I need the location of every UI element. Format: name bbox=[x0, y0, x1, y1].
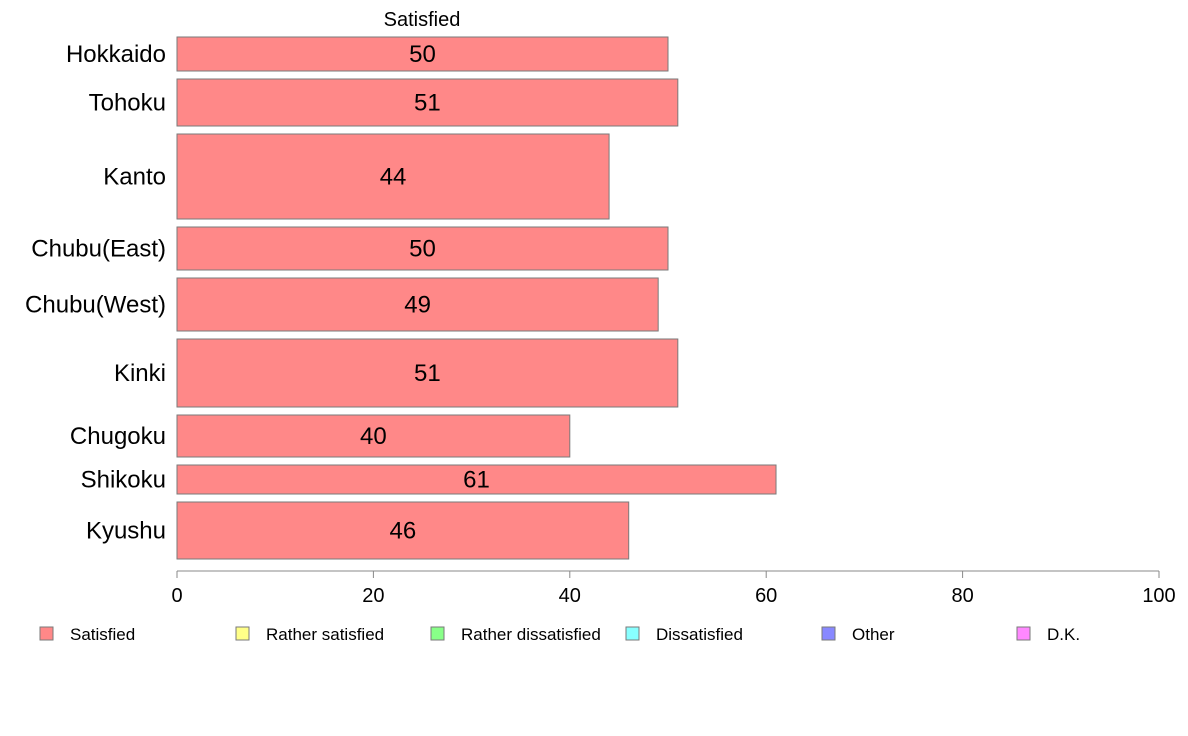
category-label: Shikoku bbox=[81, 467, 166, 494]
panel-title: Satisfied bbox=[384, 9, 461, 31]
legend-swatch bbox=[625, 626, 640, 641]
category-label: Chugoku bbox=[70, 423, 166, 450]
legend-label: Other bbox=[852, 625, 895, 644]
category-labels: Hokkaido Tohoku Kanto Chubu(East) Chubu(West… bbox=[25, 41, 166, 545]
bar-chubu-west- bbox=[176, 277, 659, 332]
legend-swatch bbox=[39, 626, 54, 641]
bars-group bbox=[176, 36, 777, 560]
category-label: Kanto bbox=[103, 164, 166, 191]
data-label: 40 bbox=[360, 423, 387, 450]
legend-label: Rather dissatisfied bbox=[461, 625, 601, 644]
data-label: 44 bbox=[380, 164, 407, 191]
category-label: Kyushu bbox=[86, 518, 166, 545]
legend-swatch bbox=[1016, 626, 1031, 641]
data-labels: 50 51 44 50 49 51 40 61 46 bbox=[360, 41, 490, 545]
legend-label: D.K. bbox=[1047, 625, 1080, 644]
legend-label: Rather satisfied bbox=[266, 625, 384, 644]
x-tick-label: 100 bbox=[1142, 585, 1175, 607]
bar-kyushu bbox=[176, 501, 630, 560]
data-label: 46 bbox=[390, 518, 417, 545]
data-label: 49 bbox=[404, 292, 431, 319]
bar-shikoku bbox=[176, 464, 777, 495]
data-label: 50 bbox=[409, 236, 436, 263]
category-label: Hokkaido bbox=[66, 41, 166, 68]
x-axis: 0 20 40 60 80 100 bbox=[171, 570, 1176, 607]
data-label: 50 bbox=[409, 41, 436, 68]
category-label: Kinki bbox=[114, 360, 166, 387]
legend-swatch bbox=[821, 626, 836, 641]
bar-chubu-east- bbox=[176, 226, 669, 271]
x-tick-label: 60 bbox=[755, 585, 777, 607]
category-label: Chubu(West) bbox=[25, 292, 166, 319]
legend-swatch bbox=[430, 626, 445, 641]
x-tick-label: 0 bbox=[171, 585, 182, 607]
data-label: 51 bbox=[414, 360, 441, 387]
data-label: 61 bbox=[463, 467, 490, 494]
category-label: Chubu(East) bbox=[31, 236, 166, 263]
legend-swatch bbox=[235, 626, 250, 641]
legend-label: Dissatisfied bbox=[656, 625, 743, 644]
data-label: 51 bbox=[414, 90, 441, 117]
bar-hokkaido bbox=[176, 36, 669, 72]
bar-kanto bbox=[176, 133, 610, 220]
legend: Satisfied Rather satisfied Rather dissatis… bbox=[39, 625, 1080, 644]
bar-chugoku bbox=[176, 414, 571, 458]
category-label: Tohoku bbox=[89, 90, 166, 117]
x-tick-label: 80 bbox=[951, 585, 973, 607]
bar-kinki bbox=[176, 338, 679, 408]
legend-label: Satisfied bbox=[70, 625, 135, 644]
x-tick-label: 40 bbox=[559, 585, 581, 607]
bar-tohoku bbox=[176, 78, 679, 127]
x-tick-label: 20 bbox=[362, 585, 384, 607]
